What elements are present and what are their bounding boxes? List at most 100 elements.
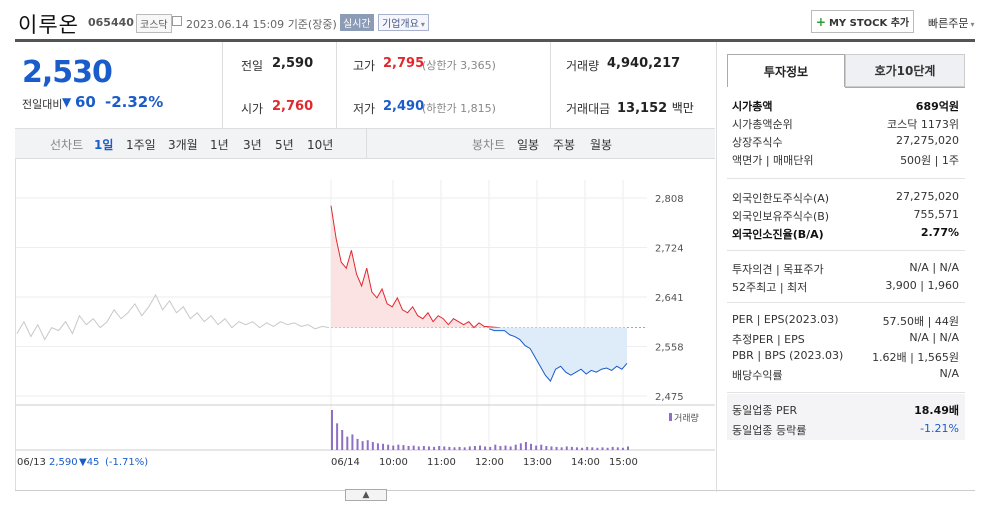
- info-label: 외국인한도주식수(A): [732, 192, 830, 205]
- divider: [550, 42, 551, 128]
- tab-underline: [845, 87, 965, 88]
- info-value: N/A | N/A: [909, 331, 959, 344]
- info-value: 57.50배 | 44원: [882, 315, 959, 328]
- volume-bar: [473, 446, 476, 450]
- info-label: 추정PER | EPS: [732, 333, 805, 346]
- line-chart-label: 선차트: [50, 138, 84, 152]
- trade-amount-value: 13,152 백만: [617, 101, 694, 116]
- open-label: 시가: [241, 102, 264, 116]
- candle-tab-daily[interactable]: 일봉: [517, 138, 540, 152]
- high-value: 2,795: [383, 56, 425, 71]
- volume-bar: [601, 447, 604, 450]
- company-overview-dropdown[interactable]: 기업개요 ▾: [378, 14, 429, 31]
- volume-bar: [524, 442, 527, 450]
- volume-bar: [392, 445, 395, 450]
- low-value: 2,490: [383, 99, 425, 114]
- info-value: 코스닥 1173위: [887, 118, 959, 131]
- volume-bar: [371, 442, 374, 450]
- low-label: 저가: [353, 102, 376, 116]
- volume-bar: [504, 445, 507, 450]
- chart-border: [15, 159, 16, 491]
- period-tab-3m[interactable]: 3개월: [168, 138, 198, 152]
- volume-bar: [545, 446, 548, 450]
- volume-bar: [570, 446, 573, 450]
- open-value: 2,760: [272, 99, 314, 114]
- info-label: 동일업종 등락률: [732, 424, 807, 437]
- info-label: 상장주식수: [732, 136, 783, 149]
- volume-bar: [560, 447, 563, 450]
- period-tab-5y[interactable]: 5년: [275, 138, 294, 152]
- my-stock-add-button[interactable]: + MY STOCK 추가: [811, 10, 914, 33]
- volume-legend-label: 거래량: [674, 412, 699, 424]
- tab-invest-info[interactable]: 투자정보: [727, 54, 845, 87]
- realtime-badge[interactable]: 실시간: [340, 14, 374, 31]
- divider: [336, 42, 337, 128]
- volume-bar: [448, 446, 451, 450]
- quick-order-dropdown[interactable]: 빠른주문 ▾: [928, 17, 975, 30]
- calendar-icon: [172, 16, 182, 26]
- info-label: 액면가 | 매매단위: [732, 154, 814, 167]
- volume-bar: [509, 446, 512, 450]
- volume-bar: [458, 446, 461, 450]
- volume-bar: [581, 447, 584, 450]
- high-label: 고가: [353, 59, 376, 73]
- info-divider: [727, 392, 965, 393]
- info-value: 18.49배: [914, 404, 959, 417]
- volume-bar: [422, 446, 425, 450]
- quote-datetime: 2023.06.14 15:09 기준(장중): [186, 18, 337, 31]
- volume-bar: [489, 446, 492, 450]
- volume-bar: [627, 446, 629, 450]
- volume-bar: [555, 446, 558, 450]
- x-tick-label: 12:00: [475, 457, 504, 468]
- volume-bar: [591, 447, 594, 450]
- volume-bar: [519, 443, 522, 450]
- change-percent: -2.32%: [105, 93, 164, 111]
- period-tab-10y[interactable]: 10년: [307, 138, 334, 152]
- volume-bar: [484, 446, 487, 450]
- tab-order-book[interactable]: 호가10단계: [845, 54, 965, 87]
- volume-bar: [540, 444, 543, 450]
- info-value: 27,275,020: [896, 190, 959, 203]
- info-value: 2.77%: [920, 226, 959, 239]
- volume-bar: [427, 446, 430, 450]
- up-area-fill: [331, 205, 500, 328]
- volume-bar: [550, 446, 553, 450]
- info-label: PER | EPS(2023.03): [732, 313, 839, 326]
- info-label: 외국인보유주식수(B): [732, 210, 830, 223]
- period-tab-3y[interactable]: 3년: [243, 138, 262, 152]
- x-tick-label: 10:00: [379, 457, 408, 468]
- volume-bar: [438, 446, 441, 450]
- trade-amount-label: 거래대금: [566, 102, 611, 116]
- candle-tab-monthly[interactable]: 월봉: [590, 138, 613, 152]
- lower-limit: (하한가 1,815): [422, 102, 496, 115]
- candle-chart-label: 봉차트: [472, 138, 506, 152]
- stock-code: 065440: [88, 16, 134, 29]
- prev-close-label: 전일: [241, 59, 264, 73]
- industry-section: [727, 394, 965, 440]
- upper-limit: (상한가 3,365): [422, 59, 496, 72]
- volume-bar: [412, 445, 415, 450]
- intraday-price-chart[interactable]: 2,808 2,724 2,641 2,558 2,475 06/14 10:00 11:0…: [15, 160, 715, 490]
- collapse-toggle[interactable]: ▲: [345, 489, 387, 501]
- info-value: -1.21%: [920, 422, 959, 435]
- volume-bar: [351, 434, 354, 450]
- x-tick-label: 06/14: [331, 457, 360, 468]
- volume-bar: [611, 446, 614, 450]
- prev-day-date: 06/13: [17, 457, 46, 468]
- info-value: 500원 | 1주: [900, 154, 959, 167]
- volume-bar: [535, 445, 538, 450]
- info-divider: [727, 302, 965, 303]
- info-value: N/A: [939, 367, 959, 380]
- candle-tab-weekly[interactable]: 주봉: [553, 138, 576, 152]
- y-tick-label: 2,641: [655, 293, 684, 304]
- period-tab-1d[interactable]: 1일: [94, 138, 114, 152]
- down-arrow-icon: ▼: [62, 95, 72, 109]
- today-down-series-line: [489, 328, 628, 383]
- down-area-fill: [489, 327, 627, 382]
- volume-bar: [361, 441, 364, 450]
- period-tab-1w[interactable]: 1주일: [126, 138, 156, 152]
- y-tick-label: 2,808: [655, 194, 684, 205]
- period-tab-1y[interactable]: 1년: [210, 138, 229, 152]
- info-value: 1.62배 | 1,565원: [872, 351, 959, 364]
- info-label: 배당수익률: [732, 369, 783, 382]
